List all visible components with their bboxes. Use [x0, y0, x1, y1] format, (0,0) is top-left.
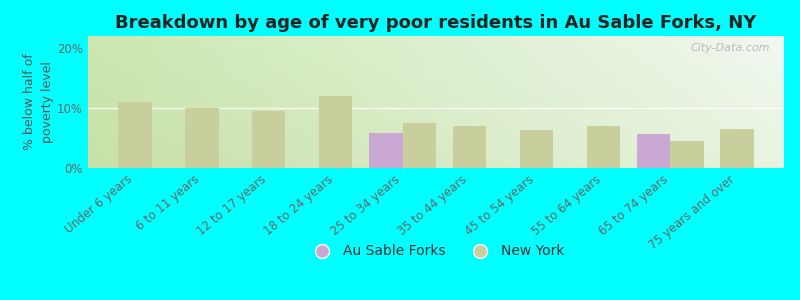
Legend: Au Sable Forks, New York: Au Sable Forks, New York	[302, 239, 570, 264]
Bar	[586, 126, 620, 168]
Title: Breakdown by age of very poor residents in Au Sable Forks, NY: Breakdown by age of very poor residents …	[115, 14, 757, 32]
Bar	[453, 126, 486, 168]
Bar	[185, 108, 218, 168]
Bar	[721, 129, 754, 168]
Bar	[369, 133, 402, 168]
Bar	[118, 102, 151, 168]
Text: City-Data.com: City-Data.com	[690, 43, 770, 52]
Bar	[402, 123, 436, 168]
Bar	[637, 134, 670, 168]
Bar	[670, 141, 704, 168]
Bar	[252, 111, 286, 168]
Bar	[520, 130, 553, 168]
Bar	[319, 96, 352, 168]
Y-axis label: % below half of
poverty level: % below half of poverty level	[23, 54, 54, 150]
